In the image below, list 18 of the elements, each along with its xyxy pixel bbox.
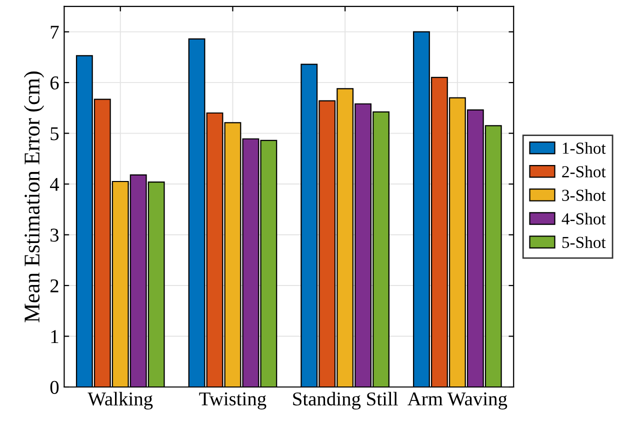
legend-label: 4-Shot	[562, 212, 606, 224]
y-tick-label: 3	[50, 228, 59, 242]
y-tick-label: 1	[51, 330, 58, 344]
y-tick-label: 6	[50, 76, 59, 90]
x-tick-label: Twisting	[199, 392, 266, 410]
y-tick-label: 4	[50, 178, 60, 191]
legend-label: 2-Shot	[562, 166, 606, 178]
legend-label: 3-Shot	[562, 189, 606, 201]
x-tick-label: Standing Still	[293, 392, 398, 410]
legend-label: 1-Shot	[562, 142, 606, 154]
y-tick-label: 2	[50, 279, 58, 292]
x-tick-label: Arm Waving	[408, 392, 508, 410]
y-tick-label: 5	[50, 127, 59, 140]
x-tick-label: Walking	[88, 392, 153, 410]
legend-label: 5-Shot	[562, 236, 606, 248]
y-tick-label: 0	[50, 380, 59, 394]
y-tick-label: 7	[50, 26, 59, 39]
y-axis-title: Mean Estimation Error (cm)	[24, 72, 44, 322]
